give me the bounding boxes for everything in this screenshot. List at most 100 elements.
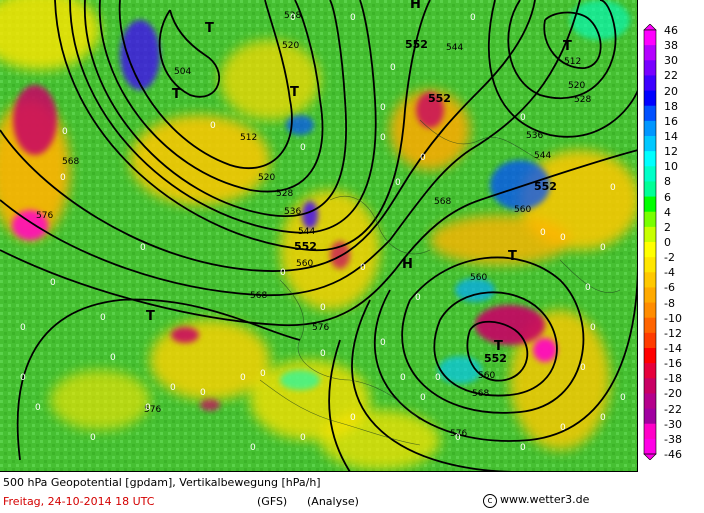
- legend-swatch: [644, 287, 656, 304]
- legend-label: 10: [664, 160, 678, 174]
- iso-label-576b: 576: [36, 211, 53, 221]
- zero-marker: 0: [470, 13, 476, 23]
- legend-label: 6: [664, 190, 671, 204]
- legend-label: -10: [664, 311, 682, 325]
- zero-marker: 0: [20, 323, 26, 333]
- zero-marker: 0: [140, 243, 146, 253]
- isohypse-labels: 528 520 504 512 520 528 536 544 552 560 …: [36, 11, 591, 439]
- legend-label: -22: [664, 402, 682, 416]
- low-center-1: T: [205, 21, 214, 36]
- iso-label-504: 504: [174, 67, 191, 77]
- zero-marker: 0: [620, 393, 626, 403]
- legend-label: 20: [664, 84, 678, 98]
- zero-marker: 0: [590, 323, 596, 333]
- zero-marker: 0: [300, 143, 306, 153]
- legend-swatch: [644, 151, 656, 167]
- iso-label-552d: 552: [534, 180, 557, 193]
- legend-swatch: [644, 166, 656, 182]
- zero-marker: 0: [250, 443, 256, 453]
- zero-marker: 0: [260, 369, 266, 379]
- legend-swatch: [644, 317, 656, 334]
- legend-swatch: [644, 136, 656, 152]
- legend-swatch: [644, 302, 656, 319]
- zero-marker: 0: [540, 228, 546, 238]
- low-center-7: T: [146, 309, 155, 324]
- iso-label-552c: 552: [428, 92, 451, 105]
- zero-marker: 0: [380, 338, 386, 348]
- zero-marker: 0: [90, 433, 96, 443]
- iso-label-560: 560: [296, 259, 313, 269]
- legend-swatch: [644, 90, 656, 107]
- legend-swatch: [644, 363, 656, 379]
- zero-marker: 0: [35, 403, 41, 413]
- footer-model: (GFS): [257, 495, 288, 508]
- copyright-icon: c: [483, 494, 497, 508]
- zero-marker: 0: [415, 293, 421, 303]
- coastlines: [259, 119, 621, 446]
- legend-label: -2: [664, 251, 675, 265]
- legend-label: -8: [664, 296, 675, 310]
- weather-map: 528 520 504 512 520 528 536 544 552 560 …: [0, 0, 637, 471]
- legend-swatch: [644, 30, 656, 46]
- iso-label-528: 528: [284, 11, 301, 21]
- legend-label: -16: [664, 357, 682, 371]
- zero-marker: 0: [455, 433, 461, 443]
- footer-variables: 500 hPa Geopotential [gpdam], Vertikalbe…: [3, 476, 321, 489]
- iso-label-560c: 560: [470, 273, 487, 283]
- zero-marker: 0: [390, 63, 396, 73]
- iso-label-544c: 544: [534, 151, 551, 161]
- footer-analysis: (Analyse): [307, 495, 359, 508]
- zero-marker: 0: [100, 313, 106, 323]
- zero-marker: 0: [50, 278, 56, 288]
- copyright-link[interactable]: www.wetter3.de: [500, 493, 590, 506]
- iso-label-568: 568: [250, 291, 267, 301]
- zero-marker: 0: [320, 303, 326, 313]
- legend-label: 2: [664, 220, 671, 234]
- legend-swatch: [644, 105, 656, 122]
- iso-label-568d: 568: [472, 389, 489, 399]
- iso-label-552: 552: [294, 240, 317, 253]
- legend-swatch: [644, 196, 656, 213]
- legend-label: 16: [664, 114, 678, 128]
- zero-marker: 0: [300, 433, 306, 443]
- zero-marker: 0: [400, 373, 406, 383]
- iso-label-536b: 536: [526, 131, 543, 141]
- legend-label: 38: [664, 39, 678, 53]
- zero-marker: 0: [420, 393, 426, 403]
- iso-label-520b: 520: [258, 173, 275, 183]
- legend-swatch: [644, 60, 656, 76]
- zero-marker: 0: [350, 413, 356, 423]
- footer-copyright[interactable]: c www.wetter3.de: [483, 493, 589, 508]
- iso-label-528b: 528: [276, 189, 293, 199]
- iso-label-576c: 576: [144, 405, 161, 415]
- iso-label-544: 544: [298, 227, 315, 237]
- zero-marker: 0: [62, 127, 68, 137]
- zero-marker: 0: [350, 13, 356, 23]
- low-center-3: T: [290, 85, 299, 100]
- legend-label: -12: [664, 326, 682, 340]
- low-center-2: T: [172, 87, 181, 102]
- legend-swatch: [644, 332, 656, 349]
- iso-label-512b: 512: [564, 57, 581, 67]
- legend-label: 18: [664, 99, 678, 113]
- legend-top-arrow: [643, 23, 657, 31]
- legend-swatch: [644, 257, 656, 273]
- zero-marker: 0: [380, 133, 386, 143]
- zero-marker: 0: [20, 373, 26, 383]
- iso-label-512: 512: [240, 133, 257, 143]
- map-panel: 528 520 504 512 520 528 536 544 552 560 …: [0, 0, 638, 472]
- legend-label: -30: [664, 417, 682, 431]
- high-center-2: H: [410, 0, 421, 12]
- legend-swatch: [644, 226, 656, 243]
- iso-label-576: 576: [312, 323, 329, 333]
- legend-label: 4: [664, 205, 671, 219]
- zero-marker: 0: [600, 413, 606, 423]
- legend-label: 12: [664, 145, 678, 159]
- legend-swatch: [644, 378, 656, 394]
- isohypses: [0, 0, 637, 471]
- strong-motion-blobs: [12, 85, 557, 411]
- legend-label: -6: [664, 281, 675, 295]
- legend-swatch: [644, 408, 656, 425]
- zero-marker: 0: [320, 349, 326, 359]
- iso-label-568b: 568: [62, 157, 79, 167]
